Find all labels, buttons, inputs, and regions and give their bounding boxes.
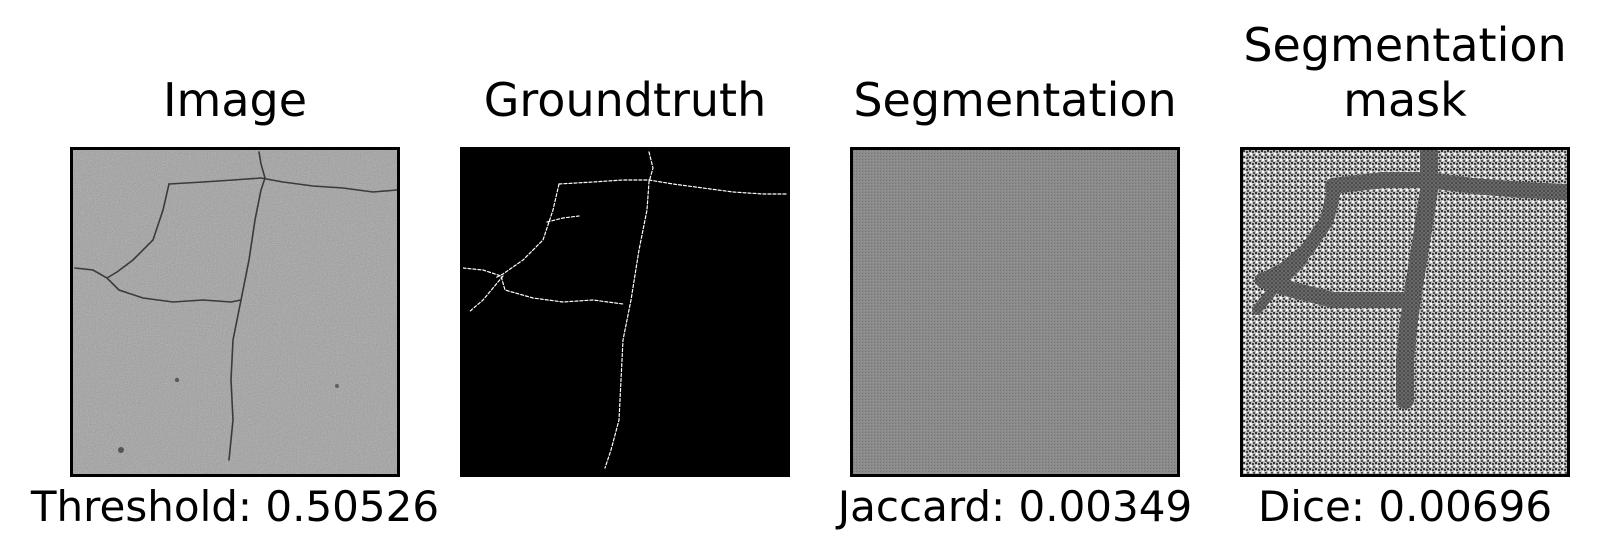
segmentation-mask (1240, 147, 1570, 477)
groundtruth-mask (460, 147, 790, 477)
segmentation-mask-svg (1243, 150, 1567, 474)
panel-segmentation: Segmentation Jaccard: 0.00349 (838, 0, 1192, 558)
panel-title: Image (162, 73, 308, 127)
jaccard-label: Jaccard: 0.00349 (837, 482, 1193, 531)
panel-title: Segmentation mask (1243, 18, 1567, 127)
pavement-photo (70, 147, 400, 477)
threshold-label: Threshold: 0.50526 (30, 482, 440, 531)
panel-title: Groundtruth (483, 73, 767, 127)
pavement-photo-svg (73, 150, 397, 474)
dice-label: Dice: 0.00696 (1257, 482, 1553, 531)
panel-segmentation-mask: Segmentation mask (1240, 0, 1570, 558)
segmentation-output-svg (853, 150, 1177, 474)
panel-image: Image (31, 0, 439, 558)
segmentation-output (850, 147, 1180, 477)
panel-groundtruth: Groundtruth (460, 0, 790, 558)
groundtruth-mask-svg (463, 150, 787, 474)
panel-title: Segmentation (853, 73, 1177, 127)
